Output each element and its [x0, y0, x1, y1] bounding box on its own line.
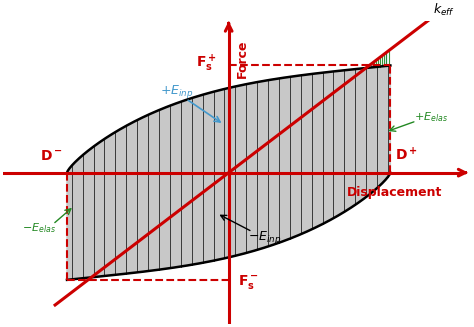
- Text: $\mathbf{F_s^-}$: $\mathbf{F_s^-}$: [238, 273, 259, 291]
- Text: $-E_{elas}$: $-E_{elas}$: [22, 221, 56, 235]
- Text: $+E_{inp}$: $+E_{inp}$: [160, 83, 193, 100]
- Text: Force: Force: [236, 39, 249, 78]
- Text: $\mathbf{D^-}$: $\mathbf{D^-}$: [39, 149, 62, 164]
- Text: $\mathbf{D^+}$: $\mathbf{D^+}$: [395, 146, 418, 164]
- Text: $-E_{inp}$: $-E_{inp}$: [247, 229, 281, 246]
- Text: $+E_{elas}$: $+E_{elas}$: [414, 110, 448, 124]
- Text: Displacement: Displacement: [347, 186, 442, 198]
- Polygon shape: [67, 65, 391, 280]
- Text: $k_{eff}$: $k_{eff}$: [433, 2, 455, 18]
- Text: $\mathbf{F_s^+}$: $\mathbf{F_s^+}$: [196, 53, 217, 74]
